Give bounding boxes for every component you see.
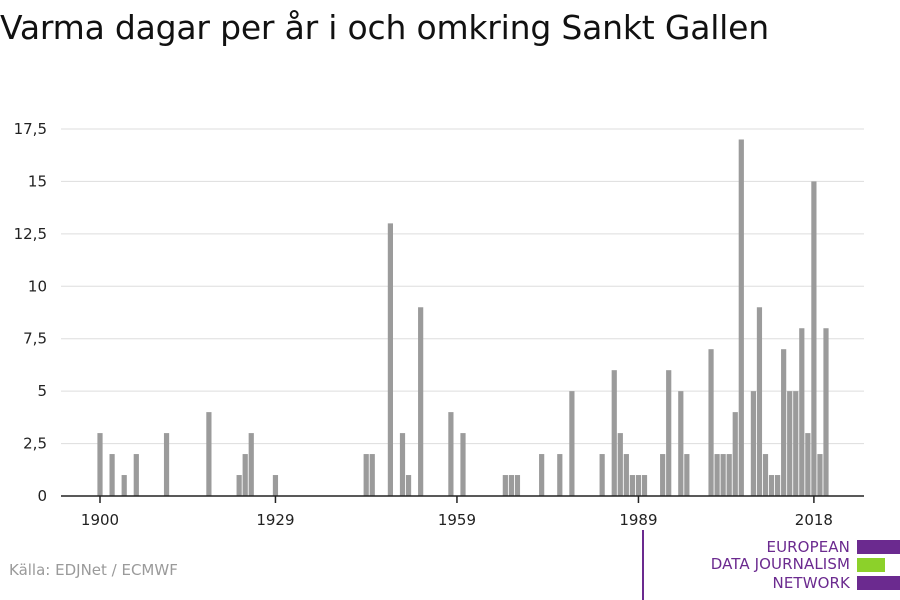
- bar-1978: [569, 391, 575, 496]
- x-tick-label: 1929: [256, 511, 294, 529]
- bar-1950: [399, 433, 406, 496]
- bar-1929: [272, 475, 279, 496]
- bar-1904: [121, 475, 127, 496]
- bar-1911: [163, 433, 170, 496]
- bar-1987: [623, 454, 629, 496]
- bar-2002: [714, 454, 720, 496]
- bar-2010: [762, 454, 769, 496]
- bar-1958: [448, 412, 454, 496]
- bar-2008: [750, 391, 756, 496]
- bar-2018: [811, 181, 817, 496]
- x-tick-label: 1959: [438, 511, 476, 529]
- y-tick-label: 17,5: [14, 120, 47, 138]
- edjnet-logo: EUROPEAN DATA JOURNALISM NETWORK: [642, 530, 900, 600]
- bar-1900: [97, 433, 103, 496]
- y-axis-ticks: 0 2,5 5 7,5 10 12,5 15 17,5: [14, 120, 47, 505]
- bar-2017: [805, 433, 811, 496]
- bar-2014: [787, 391, 793, 496]
- bar-1944: [363, 454, 369, 496]
- source-note: Källa: EDJNet / ECMWF: [9, 561, 178, 579]
- x-axis-ticks: 1900 1929 1959 1989 2018: [81, 496, 833, 529]
- chart-title: Varma dagar per år i och omkring Sankt G…: [0, 8, 769, 47]
- logo-bar-purple-bottom: [857, 576, 900, 590]
- bar-2015: [793, 391, 799, 496]
- bar-2004: [726, 454, 732, 496]
- bar-1924: [242, 454, 248, 496]
- bar-1989: [635, 475, 642, 496]
- logo-bar-green: [857, 558, 885, 572]
- bar-2020: [823, 328, 829, 496]
- bar-1969: [514, 475, 521, 496]
- y-tick-label: 15: [28, 172, 47, 190]
- bar-2003: [720, 454, 726, 496]
- bar-2006: [738, 139, 744, 497]
- bar-1902: [109, 454, 115, 496]
- bar-2011: [768, 475, 775, 496]
- bar-1988: [629, 475, 635, 496]
- bar-1976: [557, 454, 563, 496]
- x-tick-label: 1989: [619, 511, 657, 529]
- bar-1923: [236, 475, 242, 496]
- bar-1906: [133, 454, 139, 496]
- logo-bar-purple-top: [857, 540, 900, 554]
- bar-1983: [599, 454, 605, 496]
- bar-1973: [539, 454, 545, 496]
- bar-1968: [508, 475, 514, 496]
- bar-2019: [817, 454, 823, 496]
- y-tick-label: 10: [28, 277, 47, 295]
- bar-1996: [678, 391, 684, 496]
- bar-1960: [460, 433, 466, 496]
- bar-1953: [418, 307, 424, 496]
- bar-2013: [781, 349, 787, 496]
- bar-1967: [502, 475, 508, 496]
- y-tick-label: 7,5: [23, 330, 47, 348]
- bar-2005: [732, 412, 738, 496]
- y-tick-label: 12,5: [14, 225, 47, 243]
- bar-1918: [206, 412, 212, 496]
- bar-2009: [756, 307, 763, 496]
- y-tick-label: 5: [37, 382, 47, 400]
- bar-1985: [611, 370, 617, 496]
- bar-1951: [405, 475, 412, 496]
- logo-line-2: DATA JOURNALISM: [710, 555, 850, 573]
- gridlines: [61, 128, 864, 445]
- logo-line-1: EUROPEAN: [766, 538, 850, 556]
- bars: [97, 139, 829, 497]
- bar-1986: [617, 433, 623, 496]
- y-tick-label: 2,5: [23, 435, 47, 453]
- bar-2001: [708, 349, 714, 496]
- x-tick-label: 2018: [795, 511, 833, 529]
- bar-1993: [660, 454, 666, 496]
- bar-2012: [775, 475, 781, 496]
- bar-1948: [387, 223, 393, 496]
- bar-1925: [248, 433, 254, 496]
- bar-1990: [641, 475, 648, 496]
- logo-line-3: NETWORK: [772, 574, 850, 592]
- bar-1997: [684, 454, 690, 496]
- logo-divider: [642, 530, 644, 600]
- bar-1994: [666, 370, 672, 496]
- bar-1945: [369, 454, 375, 496]
- bar-2016: [799, 328, 805, 496]
- x-tick-label: 1900: [81, 511, 119, 529]
- y-tick-label: 0: [37, 487, 47, 505]
